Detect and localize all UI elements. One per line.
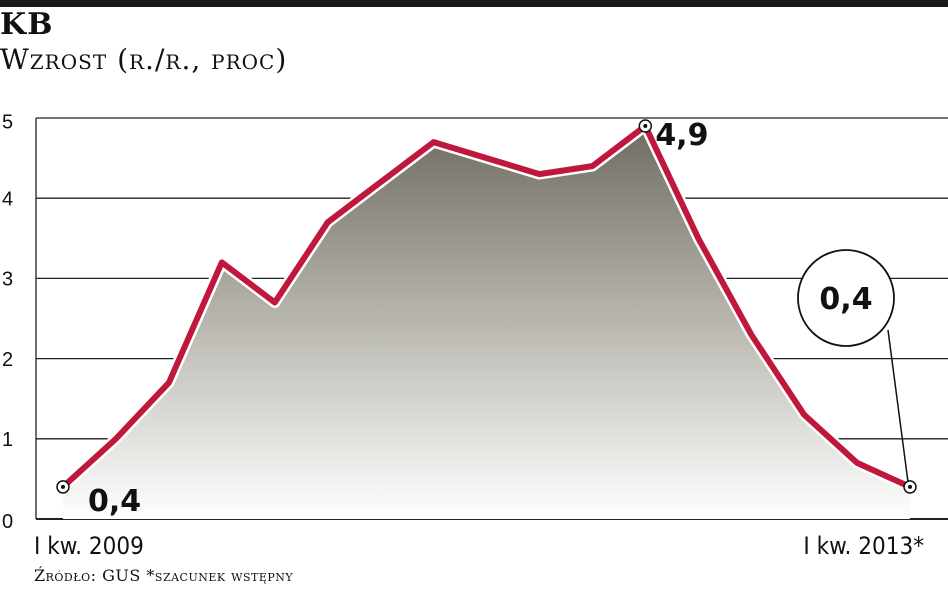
- series-line: [60, 123, 913, 490]
- tick-labels: 0 1 2 3 4 5 I kw. 2009 I kw. 2013*: [2, 111, 924, 560]
- data-label-last: 0,4: [819, 282, 872, 317]
- series-area: [63, 126, 910, 519]
- x-tick-label-first: I kw. 2009: [34, 532, 144, 560]
- chart-subtitle: Wzrost (r./r., proc): [0, 43, 288, 76]
- data-point-dot: [908, 484, 912, 489]
- area-layer: [63, 126, 910, 519]
- data-label-first: 0,4: [88, 484, 141, 519]
- source-note: Źródło: GUS *szacunek wstępny: [34, 566, 294, 585]
- y-tick-label: 3: [2, 269, 13, 291]
- top-rule: [0, 0, 948, 7]
- series-line-layer: [57, 120, 916, 493]
- x-tick-label-last: I kw. 2013*: [803, 532, 924, 560]
- data-point-dot: [643, 124, 648, 129]
- data-labels: 0,4 4,9 0,4: [88, 118, 909, 519]
- y-tick-label: 2: [2, 349, 13, 371]
- data-label-peak: 4,9: [655, 118, 708, 153]
- data-point-dot: [61, 484, 65, 489]
- y-tick-label: 1: [2, 429, 13, 451]
- y-tick-label: 0: [2, 511, 13, 533]
- callout-circle: [797, 249, 895, 347]
- y-tick-label: 4: [2, 188, 13, 210]
- chart-title: KB: [0, 7, 54, 42]
- callout-leader: [887, 329, 909, 483]
- markers: [56, 119, 917, 494]
- y-tick-label: 5: [2, 111, 13, 133]
